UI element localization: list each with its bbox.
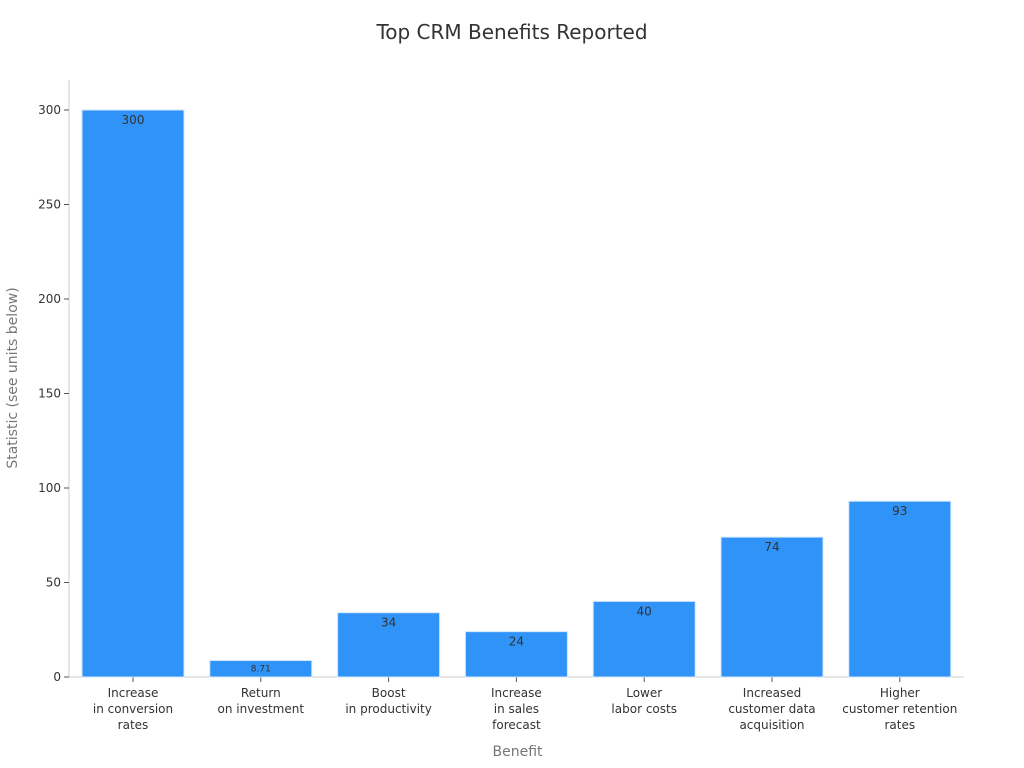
y-tick-label: 150 xyxy=(38,387,61,401)
x-tick-label: Higher customer retention rates xyxy=(842,686,957,732)
bar xyxy=(848,500,952,678)
bar xyxy=(337,612,441,678)
bar-value-label: 8.71 xyxy=(251,665,271,675)
data-labels: 300 8.71 34 24 40 74 93 xyxy=(122,113,908,675)
x-tick-label: Boost in productivity xyxy=(345,686,431,716)
y-tick-label: 300 xyxy=(38,103,61,117)
bars xyxy=(81,109,952,678)
x-axis-title: Benefit xyxy=(492,744,543,760)
x-axis: Increase in conversion rates Return on inves… xyxy=(69,676,964,732)
bar xyxy=(81,109,185,678)
bar-value-label: 93 xyxy=(892,504,907,518)
bar-value-label: 74 xyxy=(764,540,779,554)
bar-value-label: 34 xyxy=(381,616,396,630)
x-tick-label: Increased customer data acquisition xyxy=(728,686,815,732)
y-axis: 0 50 100 150 200 250 300 xyxy=(38,80,70,684)
y-tick-label: 200 xyxy=(38,292,61,306)
bar-value-label: 24 xyxy=(509,635,524,649)
x-tick-label: Increase in sales forecast xyxy=(491,686,542,732)
x-tick-label: Increase in conversion rates xyxy=(93,686,173,732)
y-tick-label: 100 xyxy=(38,481,61,495)
y-tick-label: 50 xyxy=(46,576,61,590)
bar-value-label: 300 xyxy=(122,113,145,127)
bar xyxy=(592,600,696,678)
x-tick-label: Lower labor costs xyxy=(611,686,677,716)
chart-title: Top CRM Benefits Reported xyxy=(376,20,648,44)
y-tick-label: 0 xyxy=(53,670,61,684)
y-axis-title: Statistic (see units below) xyxy=(5,287,21,468)
bar xyxy=(209,660,313,678)
bar xyxy=(464,631,568,678)
y-tick-label: 250 xyxy=(38,198,61,212)
x-tick-label: Return on investment xyxy=(218,686,305,716)
bar xyxy=(720,536,824,678)
bar-value-label: 40 xyxy=(637,604,652,618)
